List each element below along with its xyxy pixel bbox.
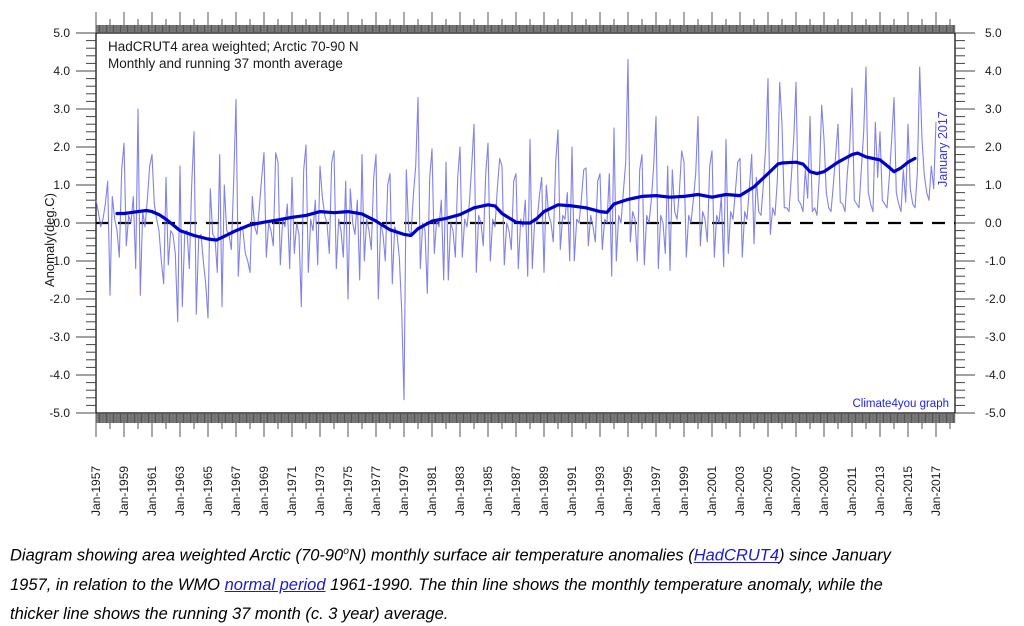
y-tick-label-right: -4.0 [985,368,1006,382]
x-tick-label: Jan-1975 [341,466,355,516]
x-tick-label: Jan-1985 [481,466,495,516]
y-tick-label-right: 5.0 [985,26,1002,40]
x-tick-label: Jan-1971 [285,466,299,516]
x-tick-label: Jan-1979 [397,466,411,516]
x-tick-label: Jan-1969 [257,466,271,516]
caption-text: 1957, in relation to the WMO [10,575,225,594]
x-tick-label: Jan-1989 [537,466,551,516]
caption-text: 1961-1990. The thin line shows the month… [325,575,883,594]
x-tick-label: Jan-2009 [817,466,831,516]
x-tick-label: Jan-2013 [873,466,887,516]
x-tick-label: Jan-1963 [173,466,187,516]
y-tick-label-left: 4.0 [53,64,70,78]
x-tick-label: Jan-1993 [593,466,607,516]
y-tick-label-left: 3.0 [53,102,70,116]
x-tick-label: Jan-1961 [145,466,159,516]
x-tick-label: Jan-1995 [621,466,635,516]
x-tick-label: Jan-1965 [201,466,215,516]
y-axis-label: Anomaly(deg.C) [42,193,57,287]
january-2017-annotation: January 2017 [936,111,950,187]
running-average-line [115,151,917,242]
y-tick-label-right: 4.0 [985,64,1002,78]
monthly-series-line [95,59,937,401]
y-tick-label-right: 3.0 [985,102,1002,116]
y-tick-label-right: -1.0 [985,254,1006,268]
x-tick-label: Jan-1981 [425,466,439,516]
x-tick-label: Jan-1999 [677,466,691,516]
hadcrut4-link[interactable]: HadCRUT4 [693,546,779,565]
caption-line: Diagram showing area weighted Arctic (70… [10,537,1016,571]
caption-line: 1957, in relation to the WMO normal peri… [10,571,1016,600]
chart-title-line2: Monthly and running 37 month average [108,56,343,71]
y-tick-label-right: 1.0 [985,178,1002,192]
anomaly-chart: -5.0 -5.0 -4.0 -4.0 -3.0 -3.0 -2.0 -2.0 -1.0 -1.0… [42,12,1006,516]
y-tick-label-left: 0.0 [53,216,70,230]
x-tick-label: Jan-1967 [229,466,243,516]
x-tick-label: Jan-1991 [565,466,579,516]
caption-line: thicker line shows the running 37 month … [10,600,1016,626]
x-tick-label: Jan-2005 [761,466,775,516]
x-tick-label: Jan-1957 [89,466,103,516]
x-tick-label: Jan-2007 [789,466,803,516]
chart-title-line1: HadCRUT4 area weighted; Arctic 70-90 N [108,39,359,54]
y-tick-label-right: 2.0 [985,140,1002,154]
y-tick-label-right: -2.0 [985,292,1006,306]
y-tick-label-right: -5.0 [985,406,1006,420]
x-tick-label: Jan-1959 [117,466,131,516]
y-tick-label-left: -5.0 [49,406,70,420]
x-tick-label: Jan-1997 [649,466,663,516]
y-tick-label-left: 5.0 [53,26,70,40]
degree-superscript: o [343,546,349,557]
y-tick-label-left: -3.0 [49,330,70,344]
y-tick-label-left: 1.0 [53,178,70,192]
y-tick-label-left: 2.0 [53,140,70,154]
x-tick-label: Jan-2001 [705,466,719,516]
caption-text: N) monthly surface air temperature anoma… [348,546,694,565]
chart-caption: Diagram showing area weighted Arctic (70… [10,537,1016,626]
y-tick-label-left: -2.0 [49,292,70,306]
normal-period-link[interactable]: normal period [224,575,326,594]
x-tick-label: Jan-2011 [845,467,859,516]
x-tick-label: Jan-1973 [313,466,327,516]
x-tick-label: Jan-2015 [901,466,915,516]
x-tick-label: Jan-1987 [509,466,523,516]
y-tick-label-right: -3.0 [985,330,1006,344]
x-tick-label: Jan-2003 [733,466,747,516]
climate4you-watermark: Climate4you graph [852,398,949,410]
caption-text: Diagram showing area weighted Arctic (70… [10,546,344,565]
caption-text: thicker line shows the running 37 month … [10,604,449,623]
y-tick-label-left: -4.0 [49,368,70,382]
caption-text: ) since January [779,546,891,565]
x-tick-label: Jan-2017 [929,466,943,516]
y-tick-label-right: 0.0 [985,216,1002,230]
y-tick-label-left: -1.0 [49,254,70,268]
x-tick-label: Jan-1977 [369,466,383,516]
x-tick-label: Jan-1983 [453,466,467,516]
